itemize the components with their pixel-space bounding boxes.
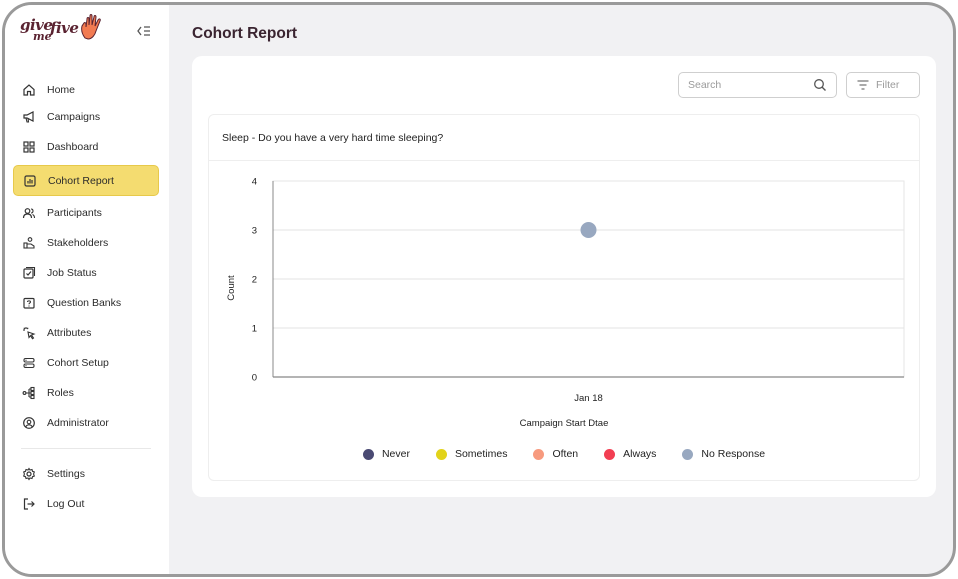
legend-label: Sometimes	[454, 448, 508, 460]
sidebar-item-label: Dashboard	[47, 141, 99, 153]
sidebar-item-campaigns[interactable]: Campaigns	[13, 103, 159, 131]
report-icon	[22, 173, 38, 189]
sidebar-item-label: Home	[47, 84, 76, 96]
y-axis-label: Count	[226, 275, 237, 301]
user-circle-icon	[21, 415, 37, 431]
sidebar-item-label: Settings	[47, 468, 85, 480]
sidebar-item-cohort-report[interactable]: Cohort Report	[13, 165, 159, 196]
gear-icon	[21, 466, 37, 482]
legend-swatch	[362, 448, 374, 460]
report-card: Filter Sleep - Do you have a very hard t…	[192, 56, 936, 497]
sidebar-item-label: Campaigns	[47, 111, 101, 123]
logout-icon	[21, 496, 37, 512]
sidebar-item-label: Attributes	[47, 327, 92, 339]
legend-label: Always	[623, 448, 657, 460]
sidebar: give me five Home Campaigns	[5, 5, 169, 574]
sidebar-item-label: Participants	[47, 207, 102, 219]
sidebar-item-home[interactable]: Home	[13, 76, 159, 104]
question-panel: Sleep - Do you have a very hard time sle…	[208, 114, 920, 481]
chart-points	[580, 222, 597, 238]
sidebar-item-cohort-setup[interactable]: Cohort Setup	[13, 349, 159, 377]
legend-item[interactable]: Always	[604, 448, 656, 460]
chart-grid	[272, 180, 905, 378]
scatter-chart: 0 1 2 3 4 Jan 18 Count Campaign Start Dtae	[226, 177, 905, 429]
sidebar-item-question-banks[interactable]: Question Banks	[13, 289, 159, 317]
users-icon	[21, 205, 37, 221]
chart-legend: Never Sometimes Often Always No Response	[209, 444, 919, 464]
sidebar-item-roles[interactable]: Roles	[13, 379, 159, 407]
legend-swatch	[682, 448, 694, 460]
sidebar-item-label: Cohort Report	[48, 174, 114, 187]
x-tick-labels: Jan 18	[574, 393, 603, 404]
search-input[interactable]	[688, 79, 808, 91]
checklist-icon	[21, 265, 37, 281]
legend-label: No Response	[701, 448, 766, 460]
logo-give: give	[20, 16, 53, 34]
sidebar-item-log-out[interactable]: Log Out	[13, 490, 159, 518]
sidebar-item-attributes[interactable]: Attributes	[13, 319, 159, 347]
sidebar-item-label: Stakeholders	[47, 237, 109, 249]
sidebar-item-label: Job Status	[47, 267, 97, 279]
collapse-sidebar-icon[interactable]	[136, 24, 152, 38]
y-tick-labels: 0 1 2 3 4	[252, 177, 257, 384]
logo-me: me	[33, 30, 52, 43]
legend-item[interactable]: No Response	[682, 448, 765, 460]
filter-label: Filter	[876, 79, 900, 91]
megaphone-icon	[21, 109, 37, 125]
grid-icon	[21, 139, 37, 155]
sidebar-item-participants[interactable]: Participants	[13, 199, 159, 227]
sidebar-item-label: Cohort Setup	[47, 357, 109, 369]
legend-item[interactable]: Never	[362, 448, 410, 460]
x-tick-label: Jan 18	[574, 393, 603, 404]
main-content: Cohort Report Filter Sleep - Do	[169, 5, 953, 574]
logo-wordmark: give me five	[20, 16, 82, 46]
sidebar-item-settings[interactable]: Settings	[13, 460, 159, 488]
home-icon	[21, 82, 37, 98]
y-tick-label: 1	[252, 324, 257, 335]
brand-logo[interactable]: give me five	[20, 14, 104, 46]
filter-button[interactable]: Filter	[846, 72, 920, 98]
data-point[interactable]	[580, 222, 597, 238]
legend-item[interactable]: Often	[533, 448, 578, 460]
legend-label: Often	[552, 448, 579, 460]
legend-swatch	[435, 448, 447, 460]
sidebar-item-label: Question Banks	[47, 297, 122, 309]
legend-swatch	[604, 448, 616, 460]
hierarchy-icon	[21, 385, 37, 401]
sidebar-item-dashboard[interactable]: Dashboard	[13, 133, 159, 161]
y-tick-label: 3	[252, 226, 257, 237]
handshake-icon	[21, 235, 37, 251]
sidebar-item-job-status[interactable]: Job Status	[13, 259, 159, 287]
legend-item[interactable]: Sometimes	[435, 448, 508, 460]
filter-icon	[857, 80, 869, 90]
sidebar-item-label: Log Out	[47, 498, 85, 510]
cursor-click-icon	[21, 325, 37, 341]
sidebar-item-administrator[interactable]: Administrator	[13, 409, 159, 437]
y-tick-label: 0	[252, 373, 257, 384]
y-tick-label: 4	[252, 177, 257, 188]
x-axis-label: Campaign Start Dtae	[520, 418, 609, 429]
hand-logo-icon	[81, 14, 101, 40]
sidebar-item-label: Roles	[47, 387, 74, 399]
panel-header: Sleep - Do you have a very hard time sle…	[209, 115, 919, 161]
question-icon	[21, 295, 37, 311]
page-title: Cohort Report	[192, 25, 298, 42]
sidebar-divider	[21, 448, 151, 449]
legend-label: Never	[381, 448, 410, 460]
search-icon[interactable]	[813, 78, 827, 92]
legend-swatch	[533, 448, 545, 460]
logo-five: five	[50, 19, 79, 37]
question-title: Sleep - Do you have a very hard time sle…	[222, 131, 444, 144]
sidebar-item-stakeholders[interactable]: Stakeholders	[13, 229, 159, 257]
server-icon	[21, 355, 37, 371]
search-box[interactable]	[678, 72, 837, 98]
y-tick-label: 2	[252, 275, 257, 286]
sidebar-item-label: Administrator	[47, 417, 109, 429]
